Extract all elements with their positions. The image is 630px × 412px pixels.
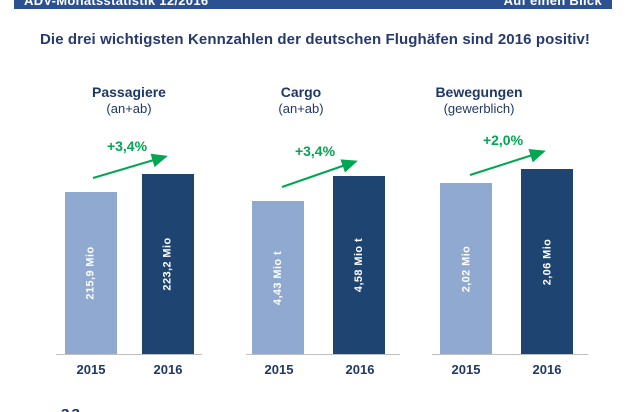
bar-cargo-2015: 4,43 Mio t (252, 201, 304, 354)
bar-value-label: 215,9 Mio (85, 246, 97, 300)
year-label: 2015 (76, 362, 106, 377)
group-header-passagiere: Passagiere (an+ab) (92, 84, 166, 117)
bar-bewegungen-2016: 2,06 Mio (521, 169, 573, 354)
axis-baseline-passagiere (56, 354, 202, 355)
bar-value-label: 223,2 Mio (162, 237, 174, 291)
change-label-passagiere: +3,4% (106, 138, 148, 154)
bar-value-label: 2,02 Mio (459, 245, 472, 292)
bar-passagiere-2016: 223,2 Mio (142, 174, 194, 354)
axis-baseline-bewegungen (432, 354, 588, 355)
group-subtitle: (an+ab) (106, 101, 152, 116)
year-label: 2015 (451, 362, 481, 377)
bar-passagiere-2015: 215,9 Mio (65, 192, 117, 354)
change-label-bewegungen: +2,0% (482, 132, 524, 148)
year-label: 2016 (532, 362, 562, 377)
bar-value-label: 4,58 Mio t (353, 237, 365, 293)
group-title: Bewegungen (435, 84, 523, 100)
year-label: 2016 (153, 362, 183, 377)
year-label: 2016 (345, 362, 375, 377)
year-label: 2015 (264, 362, 294, 377)
top-header-bar: ADV-Monatsstatistik 12/2016 Auf einen Bl… (14, 0, 612, 9)
header-right-text: Auf einen Blick (503, 0, 602, 8)
group-title: Passagiere (92, 84, 166, 100)
group-subtitle: (an+ab) (278, 101, 324, 116)
bar-cargo-2016: 4,58 Mio t (333, 176, 385, 354)
group-subtitle: (gewerblich) (443, 101, 515, 116)
adv-logo-fragment: aa (60, 404, 81, 412)
header-left-text: ADV-Monatsstatistik 12/2016 (24, 0, 209, 8)
bar-value-label: 4,43 Mio t (272, 250, 284, 305)
group-title: Cargo (280, 84, 322, 100)
axis-baseline-cargo (246, 354, 400, 355)
page-title: Die drei wichtigsten Kennzahlen der deut… (40, 31, 590, 48)
change-label-cargo: +3,4% (294, 143, 336, 159)
group-header-cargo: Cargo (an+ab) (278, 84, 323, 117)
bar-value-label: 2,06 Mio (540, 238, 553, 285)
bar-bewegungen-2015: 2,02 Mio (440, 183, 492, 354)
group-header-bewegungen: Bewegungen (gewerblich) (435, 84, 522, 117)
